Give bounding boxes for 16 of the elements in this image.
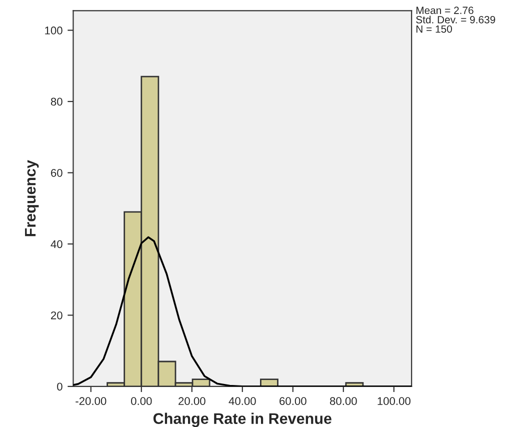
y-tick-label: 80 — [50, 98, 62, 106]
x-tick-label: 60.00 — [280, 397, 306, 406]
text: Mean = 2.76 Std. Dev. = 9.639 N = 150 — [416, 6, 496, 33]
x-tick-label: 0.00 — [131, 397, 152, 406]
y-tick-label: 40 — [50, 240, 62, 248]
y-tick-label: 100 — [45, 26, 62, 34]
x-tick-label: 100.00 — [378, 397, 410, 406]
x-tick-label: 80.00 — [330, 397, 357, 406]
x-axis-title: Change Rate in Revenue — [153, 412, 332, 427]
y-tick-label: 60 — [51, 169, 62, 177]
x-tick-label: 20.00 — [178, 397, 206, 406]
x-tick-label: -20.00 — [76, 397, 106, 406]
y-axis-title: Frequency — [25, 160, 39, 236]
y-tick-label: 20 — [51, 311, 62, 320]
x-tick-label: 40.00 — [228, 397, 256, 406]
y-tick-label: 0 — [57, 382, 62, 391]
